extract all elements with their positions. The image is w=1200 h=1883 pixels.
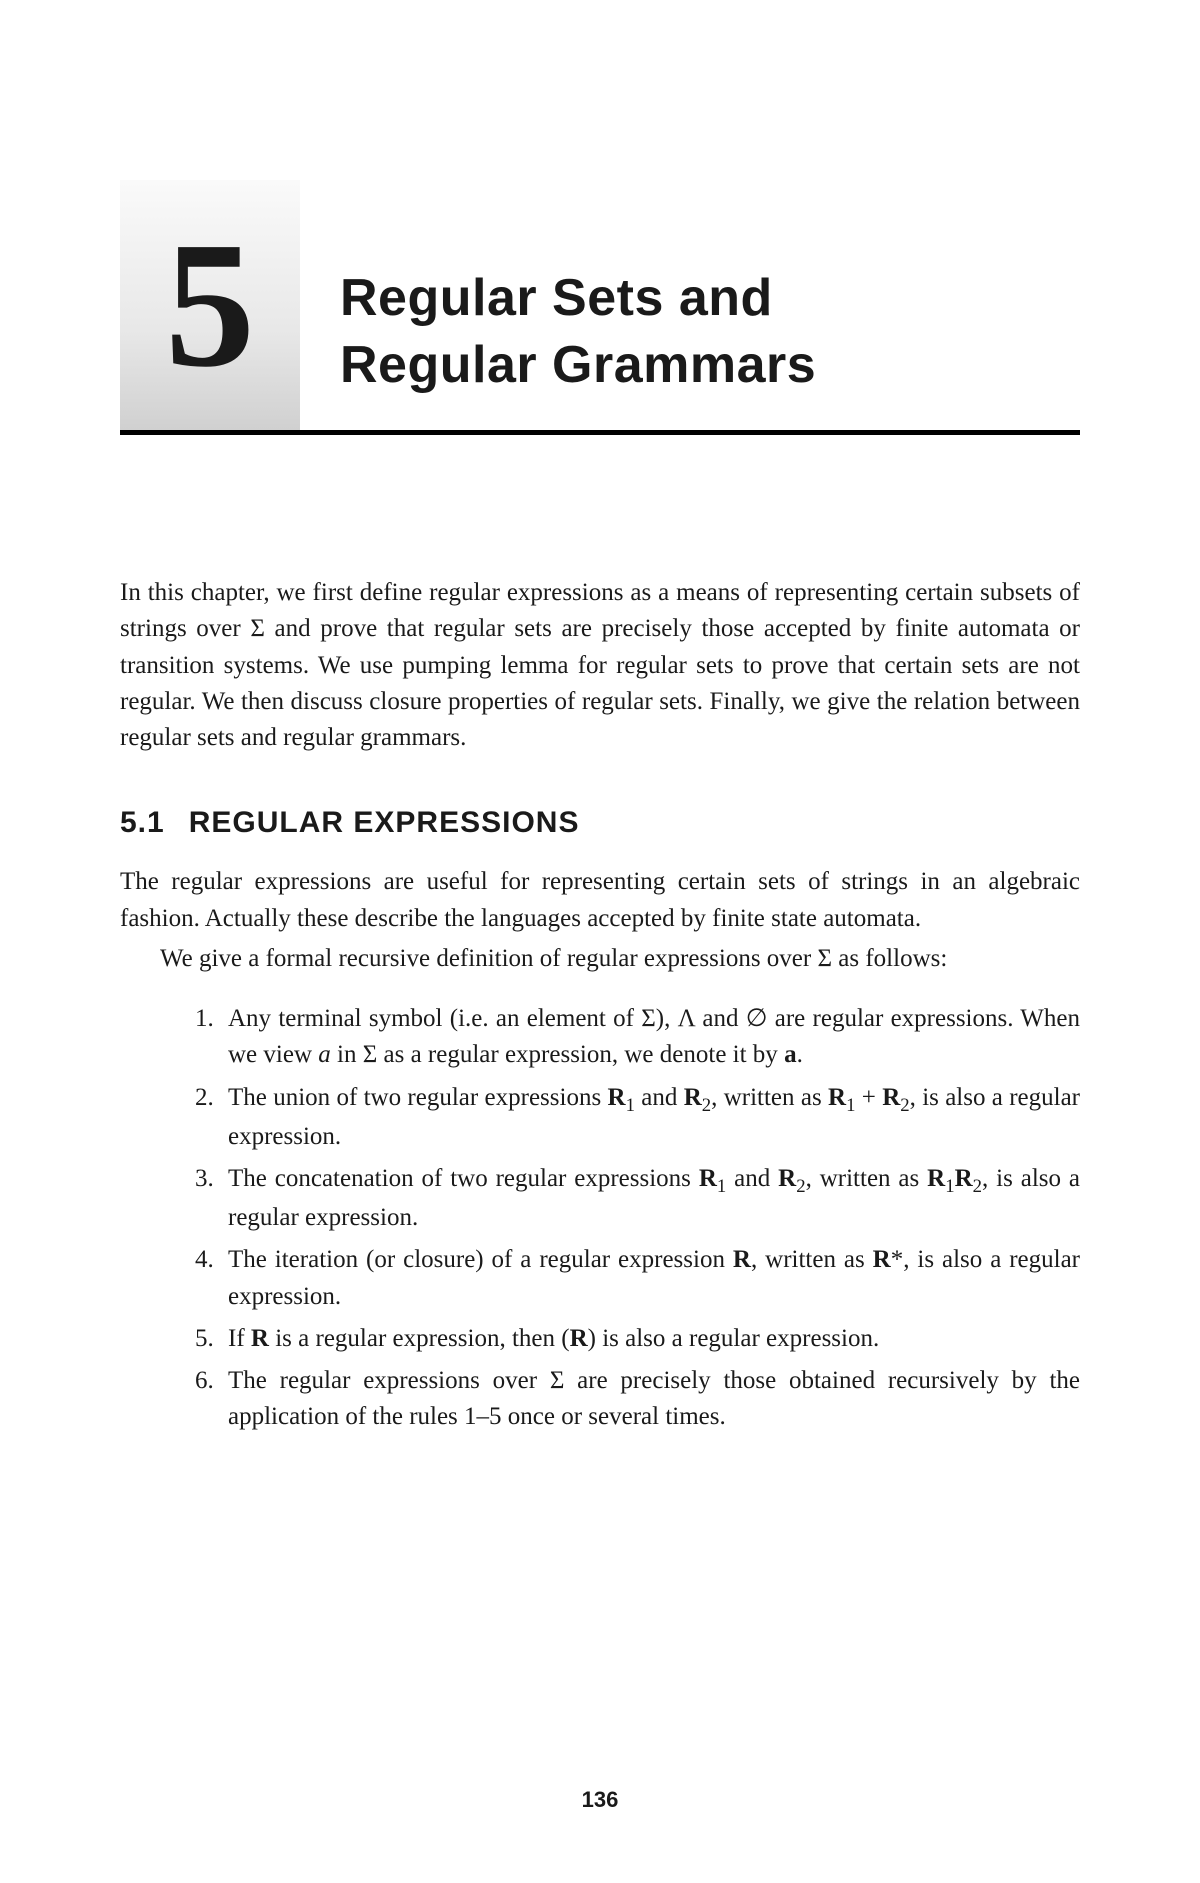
def3-sub2: 2 [796, 1176, 805, 1197]
header-rule [120, 430, 1080, 435]
chapter-number-box: 5 [120, 180, 300, 430]
chapter-title-line1: Regular Sets and [340, 265, 1080, 333]
definition-list: Any terminal symbol (i.e. an element of … [170, 1001, 1080, 1436]
def2-r4: R [882, 1084, 900, 1111]
def5-text-a: If [228, 1325, 251, 1352]
section-number: 5.1 [120, 806, 165, 839]
def3-sub4: 2 [973, 1176, 982, 1197]
page-number: 136 [0, 1787, 1200, 1813]
def2-text-a: The union of two regular expressions [228, 1084, 608, 1111]
definition-item-1: Any terminal symbol (i.e. an element of … [220, 1001, 1080, 1074]
body-para-2: We give a formal recursive definition of… [120, 941, 1080, 977]
chapter-title-block: Regular Sets and Regular Grammars [340, 265, 1080, 430]
def2-r1: R [608, 1084, 626, 1111]
def4-text-a: The iteration (or closure) of a regular … [228, 1246, 733, 1273]
definition-item-6: The regular expressions over Σ are preci… [220, 1363, 1080, 1436]
def5-text-c: ) is also a regular expression. [588, 1325, 880, 1352]
def1-bold-a: a [784, 1041, 797, 1068]
def2-r2: R [684, 1084, 702, 1111]
def4-r2: R [873, 1246, 891, 1273]
section-title: REGULAR EXPRESSIONS [189, 806, 580, 839]
def1-italic-a: a [318, 1041, 331, 1068]
definition-item-2: The union of two regular expressions R1 … [220, 1080, 1080, 1155]
def2-text-c: , written as [711, 1084, 828, 1111]
definition-item-4: The iteration (or closure) of a regular … [220, 1242, 1080, 1315]
def3-r1: R [699, 1165, 717, 1192]
chapter-title-line2: Regular Grammars [340, 332, 1080, 400]
def3-sub3: 1 [945, 1176, 954, 1197]
def2-text-d: + [855, 1084, 882, 1111]
def3-text-b: and [726, 1165, 778, 1192]
definition-item-5: If R is a regular expression, then (R) i… [220, 1321, 1080, 1357]
def1-text-c: . [797, 1041, 803, 1068]
def2-sub1: 1 [626, 1095, 635, 1116]
chapter-number: 5 [165, 215, 255, 395]
section-heading: 5.1 REGULAR EXPRESSIONS [120, 806, 1080, 840]
def4-r1: R [733, 1246, 751, 1273]
chapter-header: 5 Regular Sets and Regular Grammars [120, 180, 1080, 430]
definition-item-3: The concatenation of two regular express… [220, 1161, 1080, 1236]
def3-text-c: , written as [806, 1165, 928, 1192]
def3-r4: R [955, 1165, 973, 1192]
def2-sub2: 2 [702, 1095, 711, 1116]
body-para-1: The regular expressions are useful for r… [120, 864, 1080, 937]
def2-text-b: and [635, 1084, 684, 1111]
def1-text-b: in Σ as a regular expression, we denote … [331, 1041, 784, 1068]
def5-r1: R [251, 1325, 269, 1352]
def3-r2: R [778, 1165, 796, 1192]
intro-paragraph: In this chapter, we first define regular… [120, 575, 1080, 756]
def3-text-a: The concatenation of two regular express… [228, 1165, 699, 1192]
def3-r3: R [927, 1165, 945, 1192]
def3-sub1: 1 [717, 1176, 726, 1197]
def5-r2: R [570, 1325, 588, 1352]
def2-r3: R [828, 1084, 846, 1111]
def4-text-b: , written as [751, 1246, 873, 1273]
def2-sub4: 2 [900, 1095, 909, 1116]
def5-text-b: is a regular expression, then ( [269, 1325, 570, 1352]
